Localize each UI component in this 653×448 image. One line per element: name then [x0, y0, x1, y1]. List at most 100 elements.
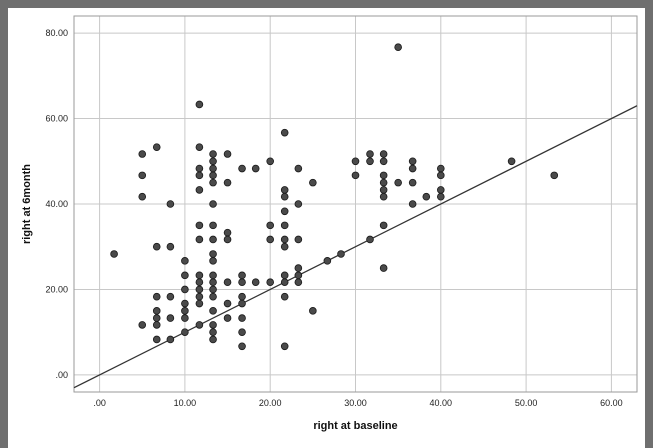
data-points	[110, 43, 559, 351]
data-point	[280, 278, 289, 286]
data-point	[152, 321, 161, 329]
data-point	[209, 257, 217, 265]
data-point	[195, 321, 204, 329]
data-point	[195, 278, 204, 286]
data-point	[152, 143, 161, 151]
data-point	[223, 314, 232, 322]
data-point	[294, 264, 303, 272]
data-point	[309, 178, 317, 187]
data-point	[223, 235, 232, 244]
data-point	[422, 192, 431, 201]
data-point	[251, 278, 260, 286]
y-tick-label: .00	[55, 370, 68, 380]
data-point	[437, 192, 445, 201]
data-point	[366, 157, 374, 166]
data-point	[166, 314, 175, 322]
data-point	[394, 43, 402, 51]
data-point	[166, 242, 175, 251]
data-point	[379, 157, 388, 166]
data-point	[351, 157, 360, 166]
x-tick-label: 20.00	[259, 398, 282, 408]
data-point	[181, 314, 189, 322]
data-point	[152, 307, 161, 315]
data-point	[195, 299, 204, 308]
data-point	[195, 285, 204, 294]
data-point	[181, 257, 189, 265]
data-point	[238, 299, 246, 308]
data-point	[181, 299, 189, 308]
data-point	[309, 307, 317, 315]
data-point	[280, 207, 289, 216]
data-point	[294, 164, 303, 173]
data-point	[238, 164, 246, 173]
data-point	[266, 235, 274, 244]
data-point	[223, 150, 232, 158]
data-point	[437, 164, 445, 173]
plot-area-border	[73, 15, 638, 393]
data-point	[181, 271, 189, 280]
data-point	[181, 328, 189, 336]
y-tick-label: 60.00	[45, 114, 68, 124]
data-point	[195, 271, 204, 280]
x-tick-label: 40.00	[430, 398, 453, 408]
data-point	[366, 150, 374, 158]
data-point	[408, 157, 417, 166]
data-point	[379, 264, 388, 272]
data-point	[266, 278, 274, 286]
data-point	[394, 178, 402, 187]
data-point	[379, 186, 388, 194]
data-point	[408, 164, 417, 173]
data-point	[238, 342, 246, 351]
data-point	[437, 171, 445, 180]
data-point	[166, 335, 175, 344]
data-point	[223, 228, 232, 237]
data-point	[238, 292, 246, 301]
data-point	[152, 335, 161, 344]
data-point	[437, 186, 445, 194]
data-point	[110, 250, 118, 258]
data-point	[238, 278, 246, 286]
data-point	[209, 321, 217, 329]
data-point	[323, 257, 332, 265]
data-point	[209, 178, 217, 187]
data-point	[266, 221, 274, 230]
data-point	[294, 200, 303, 208]
data-point	[280, 186, 289, 194]
data-point	[337, 250, 345, 258]
data-point	[408, 178, 417, 187]
data-point	[294, 278, 303, 286]
data-point	[266, 157, 274, 166]
data-point	[223, 299, 232, 308]
data-point	[138, 150, 147, 158]
data-point	[280, 192, 289, 201]
x-axis-title: right at baseline	[313, 420, 397, 432]
data-point	[550, 171, 559, 180]
data-point	[280, 271, 289, 280]
data-point	[280, 292, 289, 301]
data-point	[351, 171, 360, 180]
x-tick-label: .00	[93, 398, 106, 408]
data-point	[294, 235, 303, 244]
data-point	[280, 342, 289, 351]
data-point	[138, 321, 147, 329]
data-point	[238, 271, 246, 280]
chart-frame: .00 10.00 20.00 30.00 40.00 50.00 60.00 .00 20.0…	[8, 8, 645, 448]
data-point	[166, 200, 175, 208]
data-point	[209, 292, 217, 301]
data-point	[138, 171, 147, 180]
data-point	[280, 128, 289, 137]
data-point	[209, 250, 217, 258]
data-point	[280, 242, 289, 251]
data-point	[209, 221, 217, 230]
data-point	[181, 307, 189, 315]
data-point	[209, 164, 217, 173]
data-point	[209, 150, 217, 158]
data-point	[195, 143, 204, 151]
data-point	[294, 271, 303, 280]
y-tick-label: 20.00	[45, 284, 68, 294]
tick-labels: .00 10.00 20.00 30.00 40.00 50.00 60.00 .00 20.0…	[45, 28, 622, 408]
data-point	[507, 157, 516, 166]
y-tick-label: 80.00	[45, 28, 68, 38]
data-point	[238, 328, 246, 336]
y-axis-title: right at 6month	[21, 164, 33, 244]
